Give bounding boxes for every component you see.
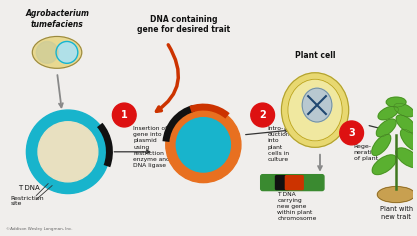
- Text: Rege-
neration
of plant: Rege- neration of plant: [354, 144, 380, 161]
- Circle shape: [56, 42, 78, 63]
- Ellipse shape: [377, 119, 396, 137]
- Text: Restriction
site: Restriction site: [10, 196, 44, 206]
- Text: ©Addison Wesley Longman, Inc.: ©Addison Wesley Longman, Inc.: [6, 227, 72, 231]
- Ellipse shape: [396, 148, 417, 168]
- Ellipse shape: [394, 103, 414, 117]
- Text: T DNA
carrying
new gene
within plant
chromosome: T DNA carrying new gene within plant chr…: [277, 192, 317, 221]
- Text: 3: 3: [348, 128, 355, 138]
- FancyBboxPatch shape: [261, 175, 324, 191]
- Circle shape: [340, 121, 364, 145]
- Text: Plant cell: Plant cell: [295, 51, 335, 60]
- Ellipse shape: [33, 37, 82, 68]
- Text: Agrobacterium
tumefaciens: Agrobacterium tumefaciens: [25, 9, 89, 29]
- Ellipse shape: [36, 42, 58, 63]
- Ellipse shape: [377, 187, 415, 202]
- Circle shape: [166, 107, 241, 183]
- Text: Recomb-
inant
Ti plasmid: Recomb- inant Ti plasmid: [186, 137, 221, 153]
- Circle shape: [38, 122, 98, 182]
- Text: T DNA: T DNA: [18, 185, 40, 191]
- Text: DNA containing
gene for desired trait: DNA containing gene for desired trait: [137, 15, 230, 34]
- Ellipse shape: [378, 106, 398, 120]
- Circle shape: [113, 103, 136, 127]
- Ellipse shape: [400, 129, 417, 151]
- Text: Ti
plasmid: Ti plasmid: [51, 142, 85, 161]
- Ellipse shape: [396, 115, 416, 133]
- Ellipse shape: [288, 79, 342, 141]
- Circle shape: [26, 110, 109, 194]
- Ellipse shape: [302, 88, 332, 122]
- Text: 2: 2: [259, 110, 266, 120]
- Text: Intro-
duction
into
plant
cells in
culture: Intro- duction into plant cells in cultu…: [268, 126, 290, 162]
- FancyBboxPatch shape: [276, 176, 289, 190]
- Circle shape: [176, 118, 231, 172]
- Ellipse shape: [386, 97, 406, 107]
- Text: Plant with
new trait: Plant with new trait: [379, 206, 413, 220]
- Ellipse shape: [372, 155, 396, 175]
- FancyBboxPatch shape: [285, 176, 303, 190]
- Ellipse shape: [372, 134, 391, 156]
- Ellipse shape: [281, 73, 349, 147]
- Text: Insertion of
gene into
plasmid
using
restriction
enzyme and
DNA ligase: Insertion of gene into plasmid using res…: [133, 126, 170, 168]
- Text: 1: 1: [121, 110, 128, 120]
- Circle shape: [251, 103, 274, 127]
